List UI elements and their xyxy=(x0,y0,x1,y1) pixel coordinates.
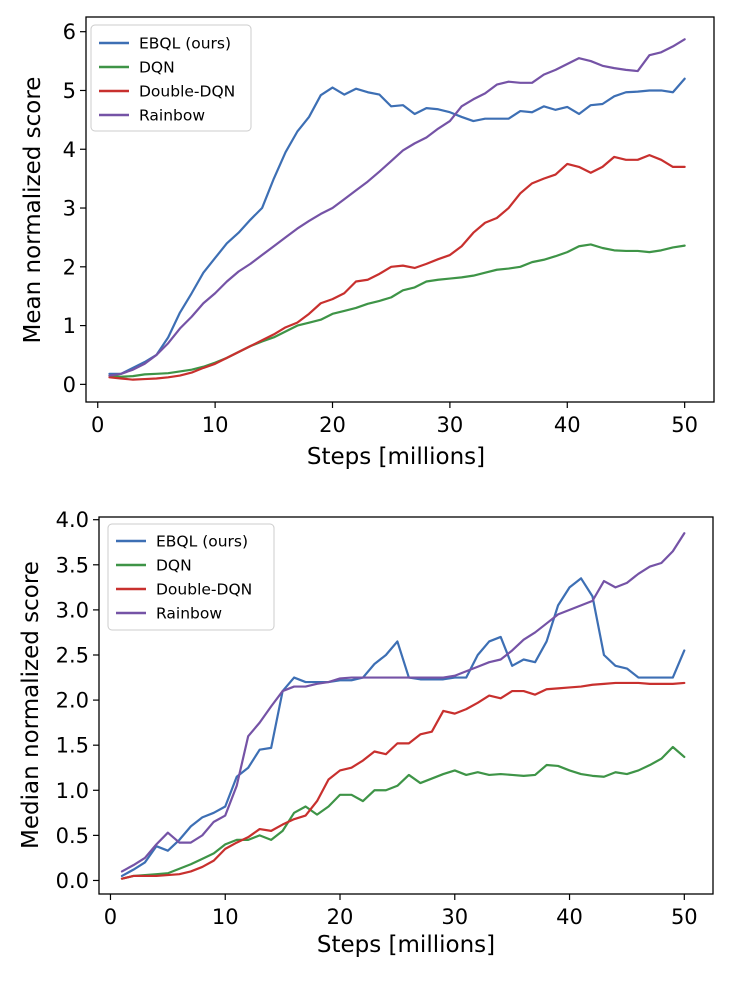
mean-score-y-axis-label: Mean normalized score xyxy=(20,77,46,344)
mean-x-tick-label-20: 20 xyxy=(319,413,346,437)
median-series-line-dqn xyxy=(120,745,686,880)
mean-y-tick-label-5: 5 xyxy=(63,79,76,103)
median-x-tick-label-30: 30 xyxy=(441,905,468,929)
median-score-x-axis-label: Steps [millions] xyxy=(317,932,495,958)
median-y-tick-label-5: 2.5 xyxy=(56,643,89,667)
median-series-line-rainbow xyxy=(120,532,686,873)
mean-legend-label-ebql: EBQL (ours) xyxy=(139,35,231,53)
median-x-tick-label-20: 20 xyxy=(327,905,354,929)
median-x-tick-label-50: 50 xyxy=(671,905,698,929)
median-x-tick-label-10: 10 xyxy=(212,905,239,929)
mean-legend-label-double-dqn: Double-DQN xyxy=(139,83,235,101)
mean-x-tick-label-40: 40 xyxy=(554,413,581,437)
mean-series-line-rainbow xyxy=(108,38,686,377)
mean-score-series-lines xyxy=(108,38,686,381)
median-legend-label-rainbow: Rainbow xyxy=(156,605,222,623)
median-y-tick-label-2: 1.0 xyxy=(56,779,89,803)
median-x-tick-label-40: 40 xyxy=(556,905,583,929)
mean-score-x-axis-label: Steps [millions] xyxy=(307,444,485,470)
median-legend-label-ebql: EBQL (ours) xyxy=(156,533,248,551)
mean-y-tick-label-1: 1 xyxy=(63,314,76,338)
median-score-x-axis: 0 10 20 30 40 50 xyxy=(104,894,698,929)
mean-legend-label-dqn: DQN xyxy=(139,59,175,77)
mean-score-chart: 0 10 20 30 40 50 0 1 2 3 4 5 6 Steps [millions] Mea… xyxy=(20,16,715,470)
median-y-tick-label-0: 0.0 xyxy=(56,869,89,893)
median-score-y-axis: 0.0 0.5 1.0 1.5 2.0 2.5 3.0 3.5 4.0 xyxy=(56,508,99,893)
median-score-plot-frame xyxy=(98,516,714,895)
mean-series-line-double-dqn xyxy=(108,154,686,381)
median-y-tick-label-6: 3.0 xyxy=(56,598,89,622)
mean-score-x-axis: 0 10 20 30 40 50 xyxy=(91,402,698,437)
mean-series-line-dqn xyxy=(108,243,686,378)
median-x-tick-label-0: 0 xyxy=(104,905,117,929)
median-y-tick-label-8: 4.0 xyxy=(56,508,89,532)
median-series-line-double-dqn xyxy=(120,681,686,880)
median-y-tick-label-7: 3.5 xyxy=(56,553,89,577)
mean-series-line-ebql-ours xyxy=(108,77,686,375)
median-score-chart: 0 10 20 30 40 50 0.00.51.01.52.02.53.03.54.0 … xyxy=(18,508,714,958)
mean-score-y-axis: 0 1 2 3 4 5 6 xyxy=(63,20,86,397)
mean-y-tick-label-2: 2 xyxy=(63,255,76,279)
mean-score-legend-box xyxy=(90,24,252,132)
mean-score-legend: EBQL (ours) DQN Double-DQN Rainbow xyxy=(90,24,252,132)
median-score-legend-box xyxy=(107,523,275,631)
mean-y-tick-label-0: 0 xyxy=(63,373,76,397)
mean-y-tick-label-4: 4 xyxy=(63,138,76,162)
mean-y-tick-label-6: 6 xyxy=(63,20,76,44)
mean-x-tick-label-50: 50 xyxy=(671,413,698,437)
median-legend-label-double-dqn: Double-DQN xyxy=(156,581,252,599)
mean-legend-label-rainbow: Rainbow xyxy=(139,107,205,125)
median-y-tick-label-1: 0.5 xyxy=(56,824,89,848)
median-series-line-ebql-ours xyxy=(120,577,686,878)
mean-x-tick-label-0: 0 xyxy=(91,413,104,437)
median-score-y-axis-label: Median normalized score xyxy=(18,561,44,849)
mean-score-plot-frame xyxy=(85,16,715,403)
median-score-legend: EBQL (ours) DQN Double-DQN Rainbow xyxy=(107,523,275,631)
median-y-tick-label-3: 1.5 xyxy=(56,734,89,758)
median-score-series-lines xyxy=(120,532,686,880)
mean-x-tick-label-30: 30 xyxy=(437,413,464,437)
median-legend-label-dqn: DQN xyxy=(156,557,192,575)
mean-y-tick-label-3: 3 xyxy=(63,197,76,221)
median-y-tick-label-4: 2.0 xyxy=(56,689,89,713)
mean-x-tick-label-10: 10 xyxy=(202,413,229,437)
